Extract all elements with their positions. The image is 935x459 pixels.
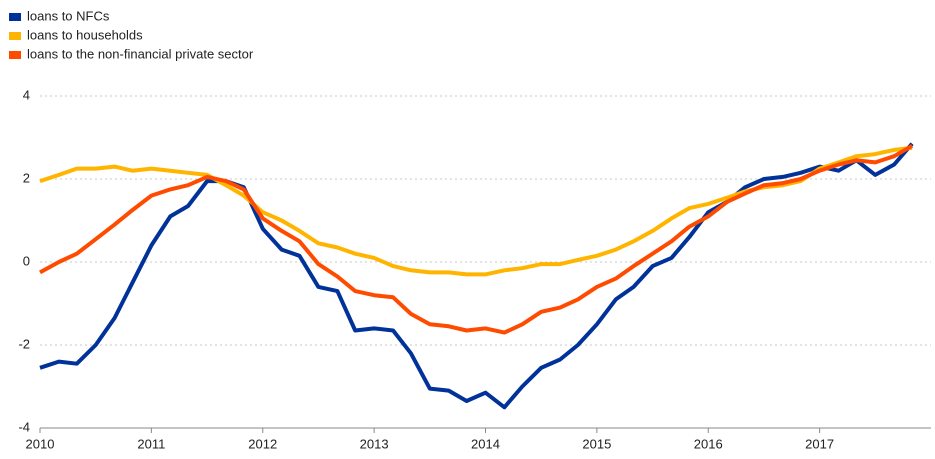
y-tick-label: 0 <box>23 253 30 268</box>
series-line <box>39 145 913 277</box>
x-tick-label: 2015 <box>582 436 611 451</box>
legend-swatch <box>9 13 21 21</box>
y-tick-label: 2 <box>23 170 30 185</box>
series-line <box>39 144 914 335</box>
legend-label: loans to the non-financial private secto… <box>27 46 254 61</box>
y-tick-label: 4 <box>23 87 30 102</box>
series-line <box>39 142 914 410</box>
legend-label: loans to households <box>27 27 143 42</box>
legend-swatch <box>9 32 21 40</box>
x-tick-label: 2013 <box>360 436 389 451</box>
legend-swatch <box>9 51 21 59</box>
x-tick-label: 2014 <box>471 436 500 451</box>
x-tick-label: 2010 <box>26 436 55 451</box>
x-tick-label: 2011 <box>137 436 165 451</box>
y-tick-label: -2 <box>18 336 30 351</box>
x-tick-label: 2012 <box>248 436 277 451</box>
x-tick-label: 2016 <box>694 436 723 451</box>
x-tick-label: 2017 <box>805 436 834 451</box>
legend-label: loans to NFCs <box>27 8 110 23</box>
y-tick-label: -4 <box>18 419 30 434</box>
